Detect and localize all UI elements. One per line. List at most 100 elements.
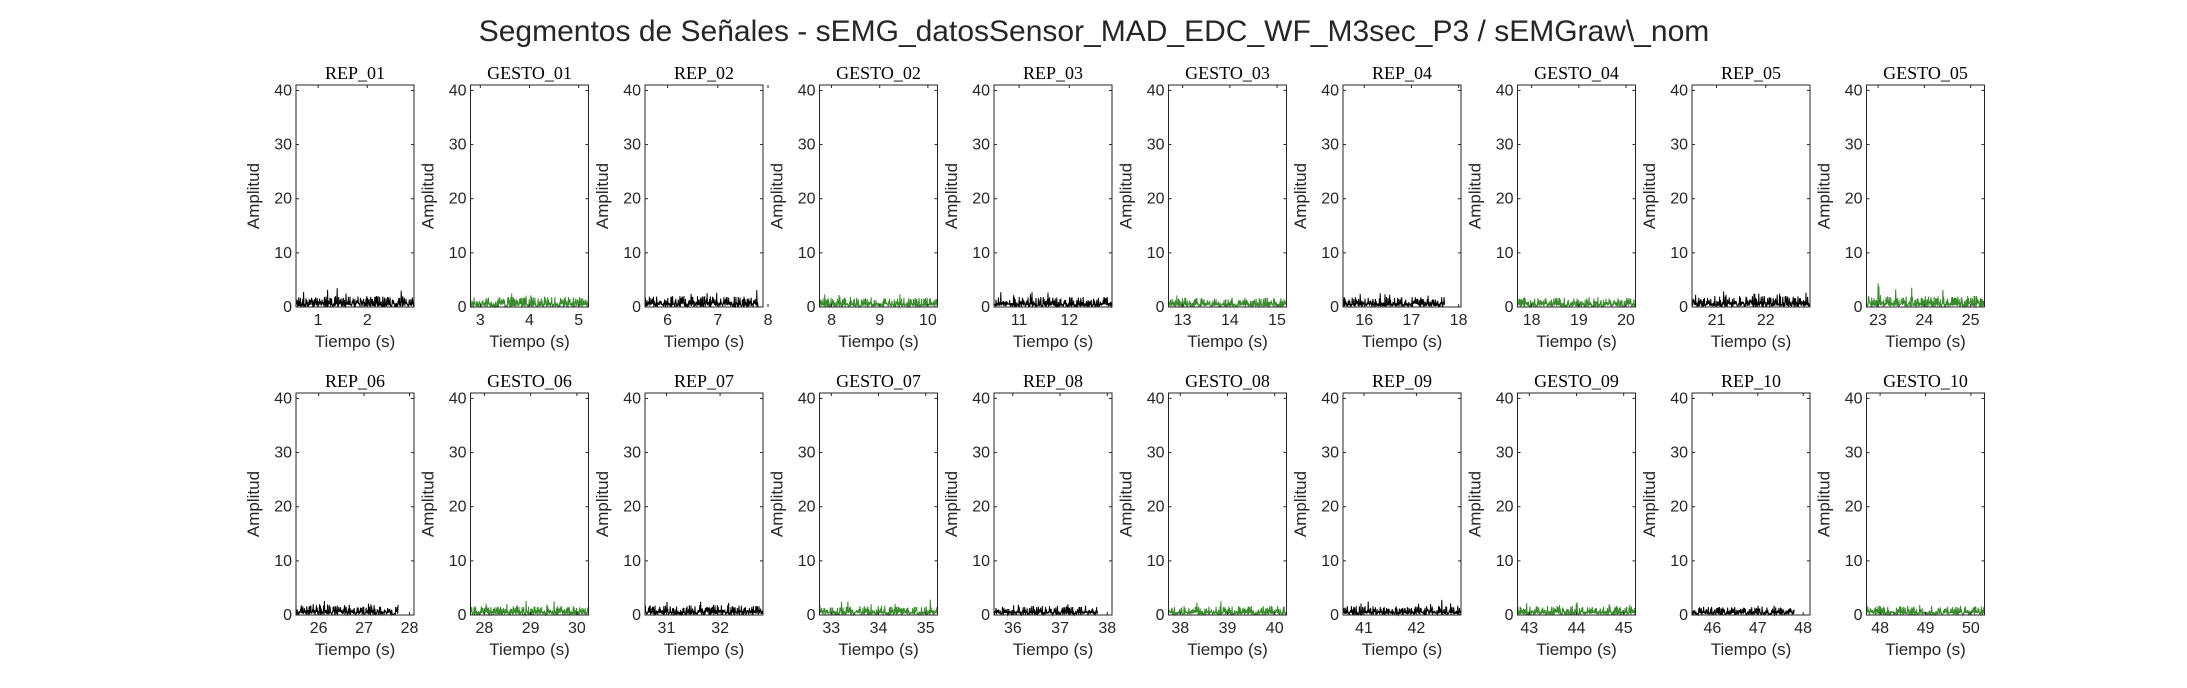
y-axis-label: Amplitud — [942, 471, 961, 537]
x-tick-label: 6 — [663, 312, 672, 329]
x-axis-label: Tiempo (s) — [1187, 640, 1268, 659]
subplot-title: GESTO_03 — [1185, 63, 1270, 83]
y-tick-label: 10 — [972, 245, 990, 262]
y-axis-label: Amplitud — [1117, 471, 1136, 537]
plot-area — [994, 393, 1112, 615]
x-tick-label: 8 — [764, 312, 773, 329]
axes-box — [993, 84, 1113, 308]
subplot-title: REP_02 — [674, 63, 734, 83]
y-tick-label: 10 — [449, 553, 467, 570]
y-tick-label: 20 — [1147, 191, 1165, 208]
axes-box — [1342, 392, 1462, 616]
plot-area — [645, 393, 763, 615]
subplot-rep-04: 0 10 20 30 40 16 17 18 REP_04 Tiempo (s) Amplitud — [1291, 63, 1468, 351]
y-tick-label: 0 — [1854, 299, 1863, 316]
subplot-title: GESTO_10 — [1883, 371, 1968, 391]
subplot-rep-03: 0 10 20 30 40 11 12 REP_03 Tiempo (s) Amplitud — [942, 63, 1113, 351]
subplot-title: GESTO_06 — [487, 371, 572, 391]
x-tick-label: 32 — [711, 620, 729, 637]
y-tick-label: 20 — [449, 191, 467, 208]
x-tick-label: 30 — [568, 620, 586, 637]
x-tick-label: 35 — [917, 620, 935, 637]
axes-box — [1866, 84, 1985, 308]
x-tick-label: 12 — [1060, 312, 1078, 329]
y-axis-label: Amplitud — [768, 471, 787, 537]
y-axis-label: Amplitud — [942, 163, 961, 229]
y-tick-label: 0 — [1505, 607, 1514, 624]
y-tick-label: 10 — [274, 245, 292, 262]
y-tick-label: 30 — [274, 445, 292, 462]
y-tick-label: 10 — [1670, 245, 1688, 262]
axes-box — [1517, 84, 1636, 308]
y-axis-label: Amplitud — [1291, 471, 1310, 537]
subplot-gesto-01: 0 10 20 30 40 3 4 5 GESTO_01 Tiempo (s) Amplitud — [419, 63, 589, 351]
y-tick-label: 10 — [1845, 553, 1863, 570]
y-tick-label: 30 — [1147, 445, 1165, 462]
axes-box — [1168, 84, 1287, 308]
plot-area — [1168, 393, 1287, 615]
x-tick-label: 9 — [875, 312, 884, 329]
y-tick-label: 20 — [972, 191, 990, 208]
y-tick-label: 0 — [981, 299, 990, 316]
x-tick-label: 22 — [1757, 312, 1775, 329]
subplot-gesto-08: 0 10 20 30 40 38 39 40 GESTO_08 Tiempo (s) Amplitu… — [1117, 371, 1287, 659]
y-tick-label: 0 — [632, 299, 641, 316]
subplot-title: GESTO_01 — [487, 63, 572, 83]
signal-line — [1517, 602, 1636, 617]
y-axis-label: Amplitud — [593, 163, 612, 229]
subplot-title: GESTO_08 — [1185, 371, 1270, 391]
x-tick-label: 26 — [310, 620, 328, 637]
y-tick-label: 0 — [1330, 299, 1339, 316]
subplot-title: GESTO_09 — [1534, 371, 1619, 391]
x-tick-label: 1 — [314, 312, 323, 329]
y-tick-label: 40 — [449, 82, 467, 99]
y-tick-label: 40 — [623, 82, 641, 99]
y-axis-label: Amplitud — [1466, 163, 1485, 229]
plot-area — [1692, 393, 1810, 615]
x-tick-label: 11 — [1011, 312, 1028, 329]
y-tick-label: 0 — [1330, 607, 1339, 624]
subplot-title: REP_07 — [674, 371, 734, 391]
x-axis-label: Tiempo (s) — [1885, 332, 1966, 351]
y-tick-label: 10 — [1496, 553, 1514, 570]
y-axis-label: Amplitud — [1117, 163, 1136, 229]
plot-area — [1343, 393, 1461, 615]
signal-line — [295, 288, 415, 309]
y-tick-label: 0 — [807, 607, 816, 624]
y-tick-label: 10 — [972, 553, 990, 570]
y-tick-label: 40 — [1147, 82, 1165, 99]
y-tick-label: 10 — [798, 553, 816, 570]
subplot-gesto-03: 0 10 20 30 40 13 14 15 GESTO_03 Tiempo (s) Amplitu… — [1117, 63, 1287, 351]
y-tick-label: 10 — [798, 245, 816, 262]
y-tick-label: 10 — [1147, 245, 1165, 262]
signal-line — [1517, 297, 1636, 309]
y-tick-label: 40 — [972, 390, 990, 407]
x-tick-label: 39 — [1219, 620, 1237, 637]
x-tick-label: 13 — [1174, 312, 1192, 329]
y-axis-label: Amplitud — [593, 471, 612, 537]
x-axis-label: Tiempo (s) — [489, 332, 570, 351]
subplot-gesto-04: 0 10 20 30 40 18 19 20 GESTO_04 Tiempo (s) Amplitu… — [1466, 63, 1636, 351]
x-tick-label: 48 — [1794, 620, 1812, 637]
y-tick-label: 0 — [1679, 607, 1688, 624]
plot-area — [470, 393, 589, 615]
x-tick-label: 38 — [1171, 620, 1189, 637]
subplot-title: REP_04 — [1372, 63, 1432, 83]
y-tick-label: 40 — [1670, 82, 1688, 99]
x-axis-label: Tiempo (s) — [1013, 640, 1094, 659]
subplot-title: REP_01 — [325, 63, 385, 83]
x-tick-label: 4 — [525, 312, 534, 329]
x-tick-label: 18 — [1450, 312, 1468, 329]
axes-box — [1691, 84, 1811, 308]
x-axis-label: Tiempo (s) — [1885, 640, 1966, 659]
plot-area — [1343, 85, 1461, 307]
y-tick-label: 40 — [1496, 82, 1514, 99]
x-tick-label: 43 — [1520, 620, 1538, 637]
x-axis-label: Tiempo (s) — [489, 640, 570, 659]
y-tick-label: 30 — [449, 137, 467, 154]
y-tick-label: 0 — [1854, 607, 1863, 624]
plot-area — [994, 85, 1112, 307]
y-tick-label: 10 — [274, 553, 292, 570]
x-tick-label: 33 — [822, 620, 840, 637]
